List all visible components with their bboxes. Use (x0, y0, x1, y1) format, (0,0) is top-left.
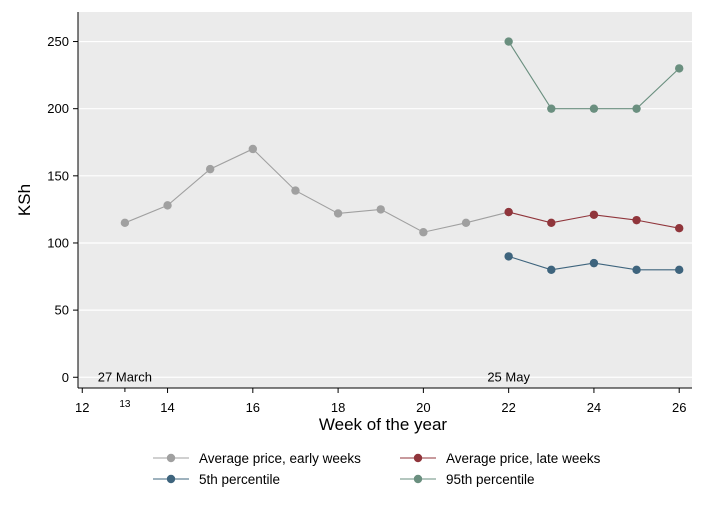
x-tick-label-14: 14 (160, 400, 174, 415)
x-tick-label-extra: 13 (119, 399, 131, 410)
data-point (589, 210, 599, 219)
legend-label: Average price, early weeks (199, 451, 361, 466)
series-4 (504, 37, 684, 113)
y-tick-label-50: 50 (55, 303, 69, 318)
data-point (504, 252, 513, 261)
x-axis-ticks: 12 14 16 18 20 22 24 26 13 (75, 388, 686, 415)
series-line-1 (124, 148, 509, 233)
legend-item-3: 5th percentile (153, 472, 280, 487)
data-point (461, 218, 471, 228)
plot-area (78, 12, 692, 388)
x-tick-label-12: 12 (75, 400, 89, 415)
annotations: 27 March 25 May (98, 369, 531, 384)
data-point (504, 207, 513, 217)
data-point (205, 164, 215, 174)
x-tick-label-20: 20 (416, 400, 430, 415)
data-point (632, 104, 641, 113)
legend-item-1: Average price, early weeks (153, 451, 361, 466)
x-axis-label: Week of the year (319, 415, 448, 434)
series-group (120, 37, 684, 275)
data-point (291, 186, 300, 195)
x-tick-label-18: 18 (331, 400, 345, 415)
annotation-2: 25 May (487, 369, 530, 384)
data-point (675, 265, 684, 275)
legend-item-2: Average price, late weeks (400, 451, 601, 466)
data-point (376, 205, 385, 214)
series-1 (120, 144, 513, 237)
gridlines (78, 40, 692, 378)
y-axis-ticks: 0 50 100 150 200 250 (47, 34, 78, 385)
legend-marker (166, 474, 176, 484)
data-point (632, 265, 641, 275)
data-point (589, 258, 599, 268)
data-point (419, 228, 428, 237)
legend-marker (413, 453, 423, 463)
data-point (333, 209, 343, 218)
data-point (547, 218, 556, 228)
legend-marker (413, 474, 423, 484)
x-tick-label-22: 22 (501, 400, 515, 415)
y-tick-label-150: 150 (47, 168, 69, 183)
y-tick-label-250: 250 (47, 34, 69, 49)
legend-item-4: 95th percentile (400, 472, 535, 487)
series-2 (504, 207, 684, 233)
y-tick-label-0: 0 (62, 370, 69, 385)
x-tick-label-24: 24 (587, 400, 601, 415)
annotation-1: 27 March (98, 369, 152, 384)
legend-label: Average price, late weeks (446, 451, 601, 466)
y-tick-label-100: 100 (47, 235, 69, 250)
legend-label: 5th percentile (199, 472, 280, 487)
x-tick-label-26: 26 (672, 400, 686, 415)
y-tick-label-200: 200 (47, 101, 69, 116)
data-point (675, 224, 684, 233)
data-point (547, 265, 556, 275)
data-point (632, 215, 641, 225)
data-point (675, 64, 684, 73)
axes (77, 12, 692, 389)
y-axis-label: KSh (15, 184, 34, 216)
data-point (248, 144, 258, 154)
x-tick-label-16: 16 (246, 400, 260, 415)
legend-marker (166, 453, 176, 463)
series-3 (504, 252, 684, 275)
data-point (589, 104, 599, 113)
legend-label: 95th percentile (446, 472, 535, 487)
data-point (163, 201, 172, 210)
legend: Average price, early weeks Average price,… (153, 451, 601, 487)
data-point (547, 104, 556, 113)
data-point (504, 37, 513, 46)
data-point (120, 218, 130, 228)
